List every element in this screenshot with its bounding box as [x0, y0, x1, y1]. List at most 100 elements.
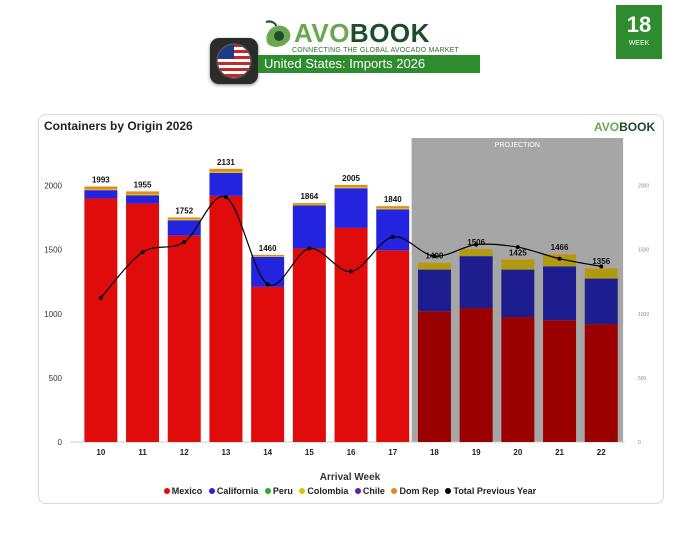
- bar-mexico: [459, 308, 493, 442]
- x-tick-label: 13: [221, 448, 230, 457]
- bar-dom_rep: [334, 184, 368, 188]
- total-label: 1864: [300, 192, 318, 201]
- legend-california[interactable]: California: [208, 486, 258, 496]
- legend-colombia[interactable]: Colombia: [299, 486, 348, 496]
- bar-california: [167, 220, 201, 236]
- total-label: 1993: [92, 176, 110, 185]
- previous-year-point: [432, 254, 437, 259]
- bar-mexico: [376, 250, 410, 442]
- legend-chile[interactable]: Chile: [354, 486, 385, 496]
- brand-name: AVOBOOK: [294, 18, 430, 48]
- y-tick-label: 0: [58, 438, 63, 447]
- bar-california: [584, 278, 618, 325]
- bar-dom_rep: [84, 186, 118, 190]
- bar-mexico: [209, 195, 243, 442]
- bar-california: [292, 205, 326, 249]
- bar-colombia: [334, 187, 368, 189]
- legend-previous-year[interactable]: Total Previous Year: [445, 486, 536, 496]
- legend-peru[interactable]: Peru: [264, 486, 293, 496]
- projection-label: PROJECTION: [495, 142, 540, 149]
- bar-mexico: [417, 311, 451, 442]
- bar-colombia: [459, 249, 493, 257]
- previous-year-point: [182, 240, 187, 245]
- bar-mexico: [501, 317, 535, 442]
- y2-tick-label: 1000: [638, 312, 649, 318]
- bar-mexico: [543, 320, 577, 442]
- bar-mexico: [334, 227, 368, 442]
- bar-california: [334, 188, 368, 228]
- x-axis-title: Arrival Week: [319, 472, 381, 483]
- total-label: 1506: [467, 238, 485, 247]
- bar-dom_rep: [126, 191, 160, 194]
- bar-colombia: [251, 256, 285, 257]
- bar-colombia: [126, 193, 160, 196]
- x-tick-label: 11: [138, 448, 147, 457]
- bar-colombia: [417, 263, 451, 270]
- bar-california: [501, 269, 535, 318]
- bar-dom_rep: [584, 268, 618, 269]
- chart-legend: Mexico California Peru Colombia Chile Do…: [0, 486, 700, 496]
- y-tick-label: 1000: [44, 310, 62, 319]
- previous-year-point: [599, 264, 604, 269]
- avobook-logo: AVOBOOK CONNECTING THE GLOBAL AVOCADO MA…: [262, 18, 482, 54]
- legend-dom-rep[interactable]: Dom Rep: [391, 486, 439, 496]
- bar-colombia: [584, 268, 618, 279]
- total-label: 1955: [134, 180, 152, 189]
- previous-year-point: [98, 295, 103, 300]
- total-label: 1356: [592, 257, 610, 266]
- bar-dom_rep: [501, 259, 535, 260]
- x-tick-label: 19: [472, 448, 481, 457]
- bar-dom_rep: [543, 254, 577, 255]
- bar-dom_rep: [251, 254, 285, 257]
- bar-dom_rep: [417, 262, 451, 264]
- bar-mexico: [251, 286, 285, 442]
- bar-colombia: [292, 204, 326, 206]
- bar-mexico: [167, 235, 201, 442]
- bar-dom_rep: [459, 248, 493, 250]
- y-tick-label: 2000: [44, 182, 62, 191]
- x-tick-label: 21: [555, 448, 564, 457]
- x-tick-label: 18: [430, 448, 439, 457]
- y-tick-label: 1500: [44, 246, 62, 255]
- page-subtitle: United States: Imports 2026: [258, 55, 480, 73]
- bar-mexico: [126, 203, 160, 442]
- x-tick-label: 14: [263, 448, 272, 457]
- bar-colombia: [84, 189, 118, 191]
- x-tick-label: 20: [513, 448, 522, 457]
- week-label: WEEK: [628, 40, 650, 47]
- x-tick-label: 15: [305, 448, 314, 457]
- total-label: 1460: [259, 244, 277, 253]
- total-label: 1840: [384, 195, 402, 204]
- bar-colombia: [209, 171, 243, 173]
- total-label: 1752: [175, 206, 193, 215]
- bar-dom_rep: [376, 206, 410, 209]
- previous-year-point: [349, 269, 354, 274]
- previous-year-point: [557, 256, 562, 261]
- x-tick-label: 16: [347, 448, 356, 457]
- bar-california: [209, 172, 243, 196]
- bar-colombia: [376, 208, 410, 210]
- y2-tick-label: 500: [638, 376, 647, 382]
- bar-dom_rep: [209, 168, 243, 172]
- legend-mexico[interactable]: Mexico: [163, 486, 202, 496]
- bar-colombia: [167, 218, 201, 221]
- bar-dom_rep: [292, 203, 326, 205]
- y2-tick-label: 1500: [638, 248, 649, 254]
- bar-mexico: [84, 198, 118, 442]
- week-number: 18: [626, 12, 652, 37]
- bar-california: [126, 195, 160, 204]
- week-badge: 18 WEEK: [616, 5, 662, 59]
- previous-year-point: [223, 195, 228, 200]
- previous-year-point: [515, 245, 520, 250]
- bar-mexico: [584, 324, 618, 442]
- previous-year-point: [265, 282, 270, 287]
- previous-year-point: [307, 246, 312, 251]
- y2-tick-label: 2000: [638, 184, 649, 190]
- total-label: 1466: [551, 243, 569, 252]
- bar-california: [459, 256, 493, 309]
- previous-year-point: [474, 242, 479, 247]
- bar-mexico: [292, 248, 326, 442]
- bar-dom_rep: [167, 217, 201, 219]
- chart-avobook-logo: AVOBOOK: [594, 120, 656, 134]
- y2-tick-label: 0: [638, 440, 641, 446]
